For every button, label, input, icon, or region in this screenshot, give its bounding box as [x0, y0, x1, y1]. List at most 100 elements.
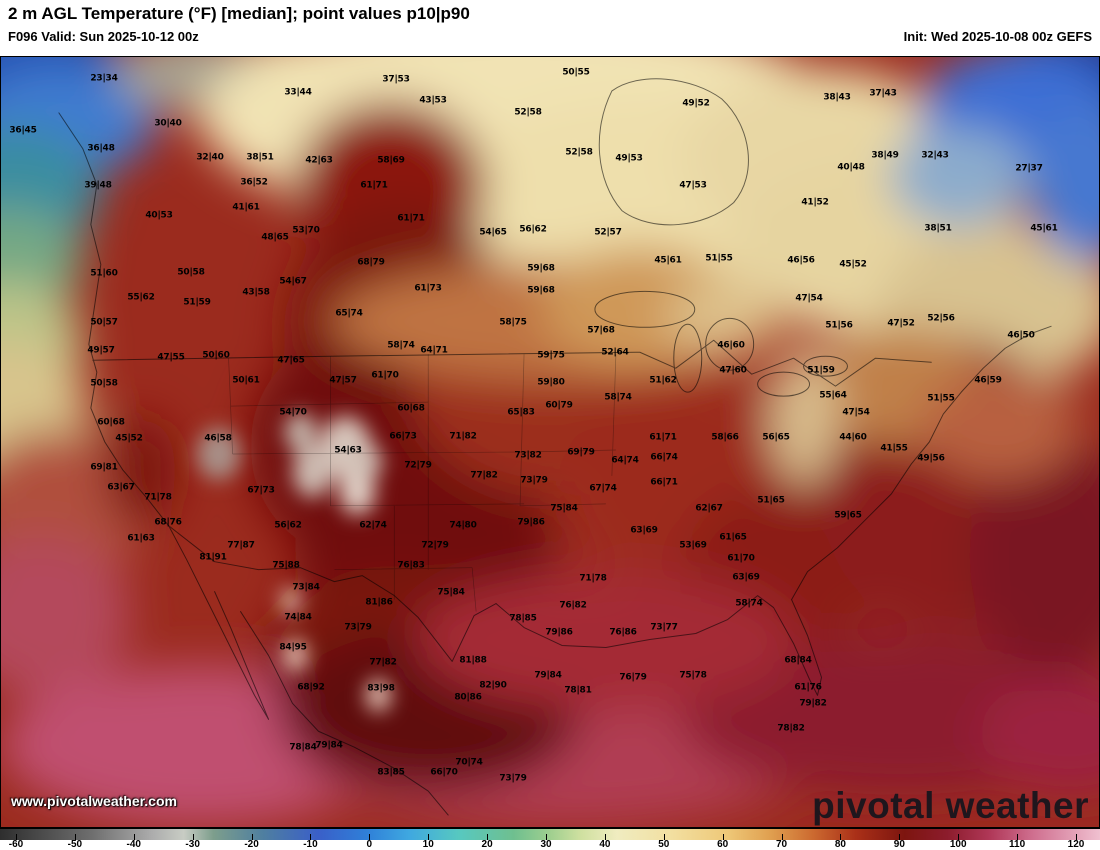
map-point-value: 48|65 — [261, 232, 289, 243]
map-point-value: 40|48 — [837, 162, 865, 173]
map-point-value: 82|90 — [479, 680, 507, 691]
map-point-value: 61|63 — [127, 533, 155, 544]
colorbar-strip — [0, 828, 1100, 840]
map-point-value: 54|63 — [334, 445, 362, 456]
map-point-value: 56|65 — [762, 432, 790, 443]
colorbar-tick-mark — [722, 834, 724, 840]
map-point-value: 61|70 — [371, 370, 399, 381]
map-point-value: 51|55 — [705, 253, 733, 264]
map-point-value: 78|81 — [564, 685, 592, 696]
map-point-value: 41|61 — [232, 202, 260, 213]
map-point-value: 51|65 — [757, 495, 785, 506]
map-point-value: 59|68 — [527, 263, 555, 274]
colorbar-tick-mark — [1076, 834, 1077, 840]
map-point-value: 78|85 — [509, 613, 537, 624]
map-point-value: 77|87 — [227, 540, 255, 551]
map-point-value: 79|84 — [534, 670, 562, 681]
watermark-url: www.pivotalweather.com — [11, 793, 177, 809]
map-point-value: 59|75 — [537, 350, 565, 361]
map-point-value: 46|58 — [204, 433, 232, 444]
map-point-value: 61|76 — [794, 682, 822, 693]
map-point-value: 62|74 — [359, 520, 387, 531]
temperature-colorbar: -60 -50 -40 -30 -20 -10 0 10 20 30 40 50 60 70 80 90 100… — [0, 828, 1100, 850]
map-point-value: 54|67 — [279, 276, 307, 287]
map-point-value: 77|82 — [369, 657, 397, 668]
map-point-value: 60|68 — [397, 403, 425, 414]
map-point-value: 58|74 — [735, 598, 763, 609]
map-point-value: 58|74 — [387, 340, 415, 351]
map-point-value: 83|98 — [367, 683, 395, 694]
colorbar-tick-mark — [133, 834, 135, 840]
map-point-value: 79|86 — [517, 517, 545, 528]
map-point-value: 60|68 — [97, 417, 125, 428]
colorbar-tick-label: 10 — [422, 839, 434, 850]
map-point-value: 53|69 — [679, 540, 707, 551]
map-point-value: 36|45 — [9, 125, 37, 136]
map-point-value: 52|57 — [594, 227, 622, 238]
map-point-value: 65|83 — [507, 407, 535, 418]
map-point-value: 69|79 — [567, 447, 595, 458]
map-point-value: 59|65 — [834, 510, 862, 521]
colorbar-tick-label: 30 — [540, 839, 552, 850]
map-point-value: 45|61 — [654, 255, 682, 266]
map-point-value: 41|55 — [880, 443, 908, 454]
map-point-value: 50|61 — [232, 375, 260, 386]
colorbar-tick-label: -30 — [185, 839, 200, 850]
map-point-value: 30|40 — [154, 118, 182, 129]
weather-map: 23|34 33|44 37|53 43|53 50|55 52|58 49|52 38|43… — [0, 56, 1100, 828]
map-point-value: 44|60 — [839, 432, 867, 443]
colorbar-tick-label: 20 — [481, 839, 493, 850]
map-point-value: 73|84 — [292, 582, 320, 593]
map-point-value: 79|84 — [315, 740, 343, 751]
colorbar-tick-mark — [899, 834, 901, 840]
colorbar-tick-label: 60 — [717, 839, 729, 850]
map-point-value: 23|34 — [90, 73, 118, 84]
map-point-value: 79|82 — [799, 698, 827, 709]
map-point-value: 64|74 — [611, 455, 639, 466]
map-point-value: 78|82 — [777, 723, 805, 734]
colorbar-ticks: -60 -50 -40 -30 -20 -10 0 10 20 30 40 50 60 70 80 90 100… — [0, 839, 1100, 850]
map-point-value: 50|58 — [177, 267, 205, 278]
map-point-value: 83|85 — [377, 767, 405, 778]
map-point-value: 81|91 — [199, 552, 227, 563]
map-point-value: 38|43 — [823, 92, 851, 103]
map-point-value: 52|64 — [601, 347, 629, 358]
colorbar-tick-label: 110 — [1009, 839, 1026, 850]
map-point-value: 73|77 — [650, 622, 678, 633]
map-point-value: 47|54 — [842, 407, 870, 418]
map-point-value: 75|88 — [272, 560, 300, 571]
colorbar-tick-mark — [251, 834, 253, 840]
map-point-value: 80|86 — [454, 692, 482, 703]
map-point-value: 49|57 — [87, 345, 115, 356]
map-point-value: 37|43 — [869, 88, 897, 99]
map-point-value: 46|50 — [1007, 330, 1035, 341]
map-point-value: 40|53 — [145, 210, 173, 221]
colorbar-tick-mark — [663, 834, 665, 840]
map-point-value: 43|58 — [242, 287, 270, 298]
map-point-value: 79|86 — [545, 627, 573, 638]
colorbar-tick-mark — [604, 834, 606, 840]
map-point-value: 69|81 — [90, 462, 118, 473]
map-point-value: 50|55 — [562, 67, 590, 78]
colorbar-tick-mark — [74, 834, 76, 840]
map-point-value: 54|70 — [279, 407, 307, 418]
map-point-value: 66|70 — [430, 767, 458, 778]
colorbar-tick-label: -10 — [303, 839, 318, 850]
map-point-value: 66|71 — [650, 477, 678, 488]
map-point-value: 41|52 — [801, 197, 829, 208]
map-point-value: 47|53 — [679, 180, 707, 191]
colorbar-tick-label: 90 — [893, 839, 905, 850]
map-point-value: 84|95 — [279, 642, 307, 653]
map-point-value: 61|71 — [397, 213, 425, 224]
pivotalweather-logo: pivotal weather — [812, 785, 1089, 826]
colorbar-tick-mark — [1017, 834, 1019, 840]
map-point-value: 61|65 — [719, 532, 747, 543]
map-point-value: 45|52 — [115, 433, 143, 444]
map-point-value: 50|57 — [90, 317, 118, 328]
map-point-value: 75|84 — [437, 587, 465, 598]
map-point-value: 46|60 — [717, 340, 745, 351]
colorbar-tick-label: -60 — [8, 839, 24, 850]
map-point-value: 51|60 — [90, 268, 118, 279]
map-point-value: 66|73 — [389, 431, 417, 442]
map-point-value: 55|62 — [127, 292, 155, 303]
